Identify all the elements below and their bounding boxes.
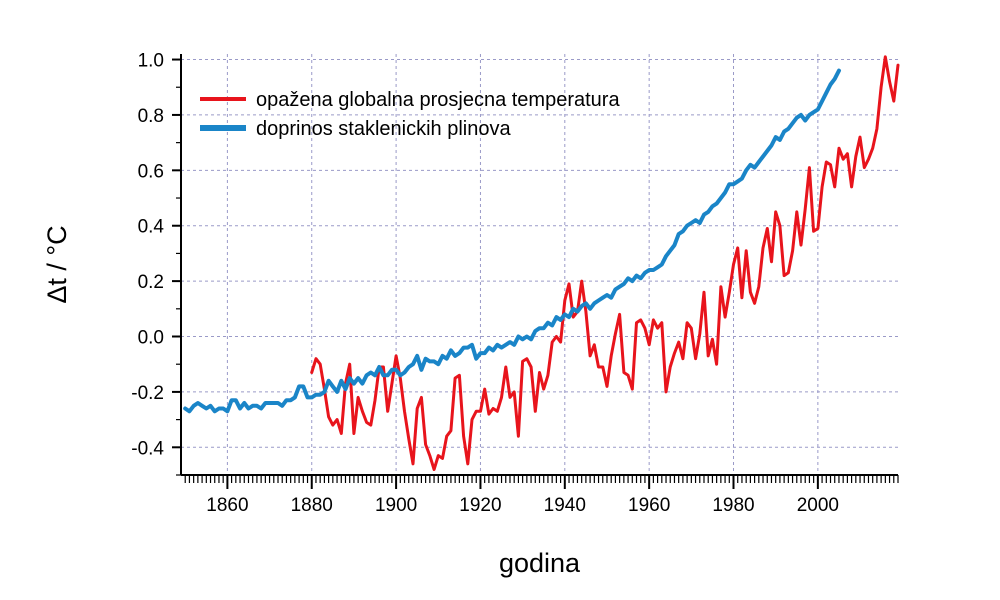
legend-label: opažena globalna prosjecna temperatura bbox=[256, 89, 620, 111]
y-tick-label: -0.2 bbox=[131, 383, 164, 404]
x-tick-label: 1920 bbox=[459, 495, 501, 516]
y-tick-label: 0.4 bbox=[138, 217, 165, 238]
y-tick-label: 0.2 bbox=[138, 272, 164, 293]
series-layer bbox=[183, 55, 900, 471]
x-tick-label: 1940 bbox=[544, 495, 586, 516]
x-tick-label: 1980 bbox=[712, 495, 754, 516]
y-tick-label: 1.0 bbox=[138, 51, 164, 72]
x-tick-label: 2000 bbox=[797, 495, 839, 516]
ticks: 1860 1880 1900 1920 1940 1960 1980 2000 -0.4 -0.2… bbox=[131, 51, 899, 516]
x-tick-label: 1880 bbox=[291, 495, 333, 516]
y-axis-title: Δt / °C bbox=[42, 225, 72, 303]
legend: opažena globalna prosjecna temperatura do… bbox=[200, 89, 620, 140]
y-tick-label: 0.6 bbox=[138, 161, 164, 182]
x-axis-title: godina bbox=[499, 548, 581, 578]
x-tick-label: 1960 bbox=[628, 495, 670, 516]
y-tick-label: 0.8 bbox=[138, 106, 164, 127]
y-tick-label: 0.0 bbox=[138, 328, 164, 349]
x-tick-label: 1860 bbox=[206, 495, 248, 516]
series-line-observed bbox=[310, 55, 900, 471]
x-tick-label: 1900 bbox=[375, 495, 417, 516]
series-line-greenhouse bbox=[183, 68, 841, 414]
legend-label: doprinos staklenickih plinova bbox=[256, 118, 511, 140]
y-tick-label: -0.4 bbox=[131, 438, 164, 459]
